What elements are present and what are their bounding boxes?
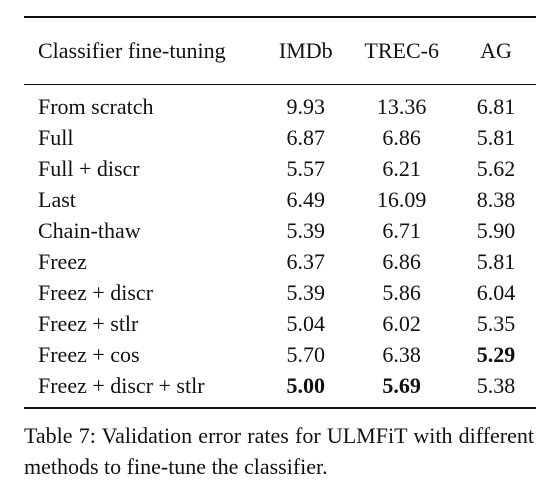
- table-row: From scratch 9.93 13.36 6.81: [24, 85, 536, 123]
- cell-imdb: 5.57: [286, 155, 326, 181]
- cell-ag: 8.38: [476, 186, 516, 212]
- cell-ag: 5.62: [476, 155, 516, 181]
- header-trec-6: TREC-6: [364, 38, 439, 63]
- cell-imdb: 6.49: [286, 186, 326, 212]
- cell-trec-6: 6.02: [382, 310, 421, 336]
- cell-method: Freez + stlr: [38, 310, 139, 336]
- cell-imdb: 5.39: [286, 279, 326, 305]
- table-body: From scratch 9.93 13.36 6.81 Full 6.87 6.86 5.8…: [24, 85, 536, 408]
- table-header-row: Classifier fine-tuning IMDb TREC-6 AG: [24, 17, 536, 85]
- table-caption: Table 7: Validation error rates for ULMF…: [24, 423, 534, 479]
- cell-trec-6: 6.86: [382, 124, 421, 150]
- cell-trec-6: 6.38: [382, 341, 421, 367]
- cell-trec-6: 6.21: [382, 155, 421, 181]
- table-row: Full + discr 5.57 6.21 5.62: [24, 153, 536, 184]
- cell-trec-6: 5.69: [382, 372, 421, 398]
- table-row: Freez + stlr 5.04 6.02 5.35: [24, 308, 536, 339]
- results-table-container: Classifier fine-tuning IMDb TREC-6 AG Fr…: [24, 16, 536, 409]
- table-row: Full 6.87 6.86 5.81: [24, 122, 536, 153]
- cell-ag: 5.81: [476, 124, 516, 150]
- table-row: Freez + discr + stlr 5.00 5.69 5.38: [24, 370, 536, 408]
- cell-ag: 6.04: [476, 279, 516, 305]
- header-ag: AG: [480, 38, 512, 63]
- header-classifier-fine-tuning: Classifier fine-tuning: [38, 38, 226, 63]
- cell-method: Freez + discr + stlr: [38, 372, 205, 398]
- table-row: Freez 6.37 6.86 5.81: [24, 246, 536, 277]
- cell-method: Freez: [38, 248, 87, 274]
- cell-trec-6: 6.86: [382, 248, 421, 274]
- table-row: Freez + discr 5.39 5.86 6.04: [24, 277, 536, 308]
- cell-trec-6: 6.71: [382, 217, 421, 243]
- cell-method: From scratch: [38, 93, 154, 119]
- cell-imdb: 6.87: [286, 124, 326, 150]
- cell-method: Freez + cos: [38, 341, 140, 367]
- cell-ag: 5.29: [476, 341, 516, 367]
- cell-ag: 5.35: [476, 310, 516, 336]
- cell-imdb: 5.39: [286, 217, 326, 243]
- cell-imdb: 9.93: [286, 93, 326, 119]
- cell-trec-6: 13.36: [376, 93, 427, 119]
- cell-method: Chain-thaw: [38, 217, 141, 243]
- header-imdb: IMDb: [278, 38, 333, 63]
- cell-method: Full: [38, 124, 74, 150]
- cell-ag: 5.90: [476, 217, 516, 243]
- cell-ag: 6.81: [476, 93, 516, 119]
- cell-imdb: 5.00: [286, 372, 326, 398]
- table-row: Freez + cos 5.70 6.38 5.29: [24, 339, 536, 370]
- cell-ag: 5.38: [476, 372, 516, 398]
- cell-method: Full + discr: [38, 155, 140, 181]
- cell-method: Freez + discr: [38, 279, 154, 305]
- cell-trec-6: 5.86: [382, 279, 421, 305]
- cell-imdb: 6.37: [286, 248, 326, 274]
- table-row: Chain-thaw 5.39 6.71 5.90: [24, 215, 536, 246]
- cell-method: Last: [38, 186, 76, 212]
- cell-imdb: 5.04: [286, 310, 326, 336]
- results-table: Classifier fine-tuning IMDb TREC-6 AG Fr…: [24, 16, 536, 409]
- cell-trec-6: 16.09: [376, 186, 427, 212]
- table-row: Last 6.49 16.09 8.38: [24, 184, 536, 215]
- cell-ag: 5.81: [476, 248, 516, 274]
- cell-imdb: 5.70: [286, 341, 326, 367]
